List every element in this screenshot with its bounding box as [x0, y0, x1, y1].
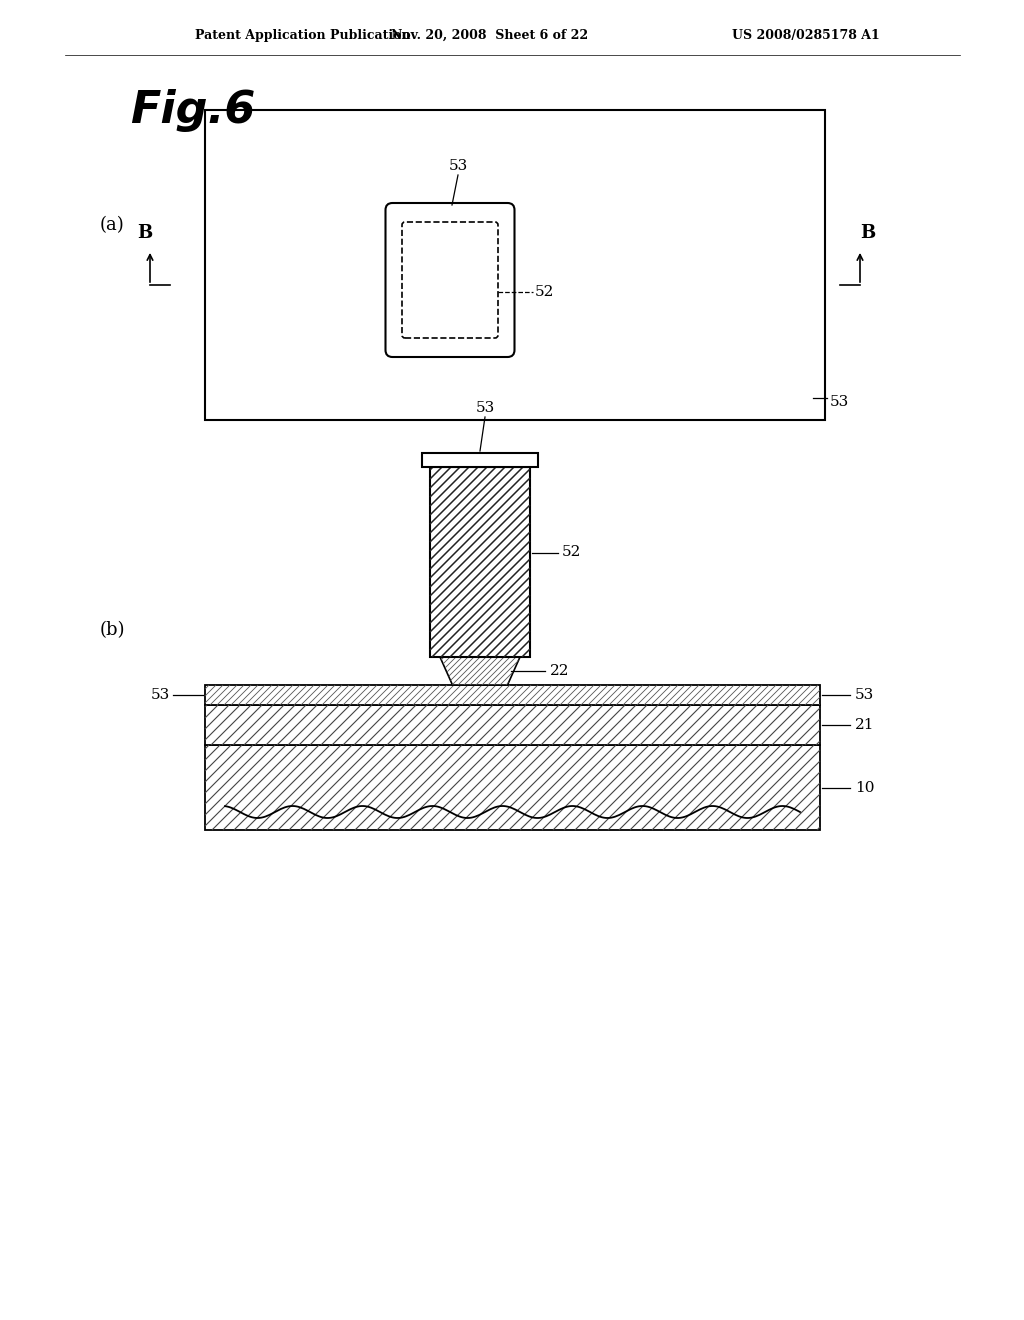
Bar — [205, 685, 820, 705]
Text: 53: 53 — [449, 158, 468, 173]
Bar — [205, 110, 825, 420]
Text: (a): (a) — [100, 216, 125, 234]
Text: Nov. 20, 2008  Sheet 6 of 22: Nov. 20, 2008 Sheet 6 of 22 — [391, 29, 589, 41]
Text: 53: 53 — [475, 401, 495, 414]
Bar — [205, 705, 820, 744]
FancyBboxPatch shape — [385, 203, 514, 356]
Text: Patent Application Publication: Patent Application Publication — [195, 29, 411, 41]
Text: 10: 10 — [855, 780, 874, 795]
FancyBboxPatch shape — [402, 222, 498, 338]
Text: Fig.6: Fig.6 — [130, 88, 255, 132]
Bar — [430, 467, 530, 657]
Text: B: B — [860, 224, 876, 242]
Text: 22: 22 — [550, 664, 569, 678]
Text: 21: 21 — [855, 718, 874, 733]
Text: 53: 53 — [855, 688, 874, 702]
Text: B: B — [137, 224, 153, 242]
Text: 53: 53 — [830, 395, 849, 409]
Bar — [205, 744, 820, 830]
Text: 52: 52 — [562, 545, 582, 560]
Text: (b): (b) — [100, 620, 126, 639]
Bar — [422, 453, 538, 467]
Polygon shape — [440, 657, 520, 685]
Text: 52: 52 — [535, 285, 554, 300]
Text: 53: 53 — [151, 688, 170, 702]
Text: US 2008/0285178 A1: US 2008/0285178 A1 — [732, 29, 880, 41]
